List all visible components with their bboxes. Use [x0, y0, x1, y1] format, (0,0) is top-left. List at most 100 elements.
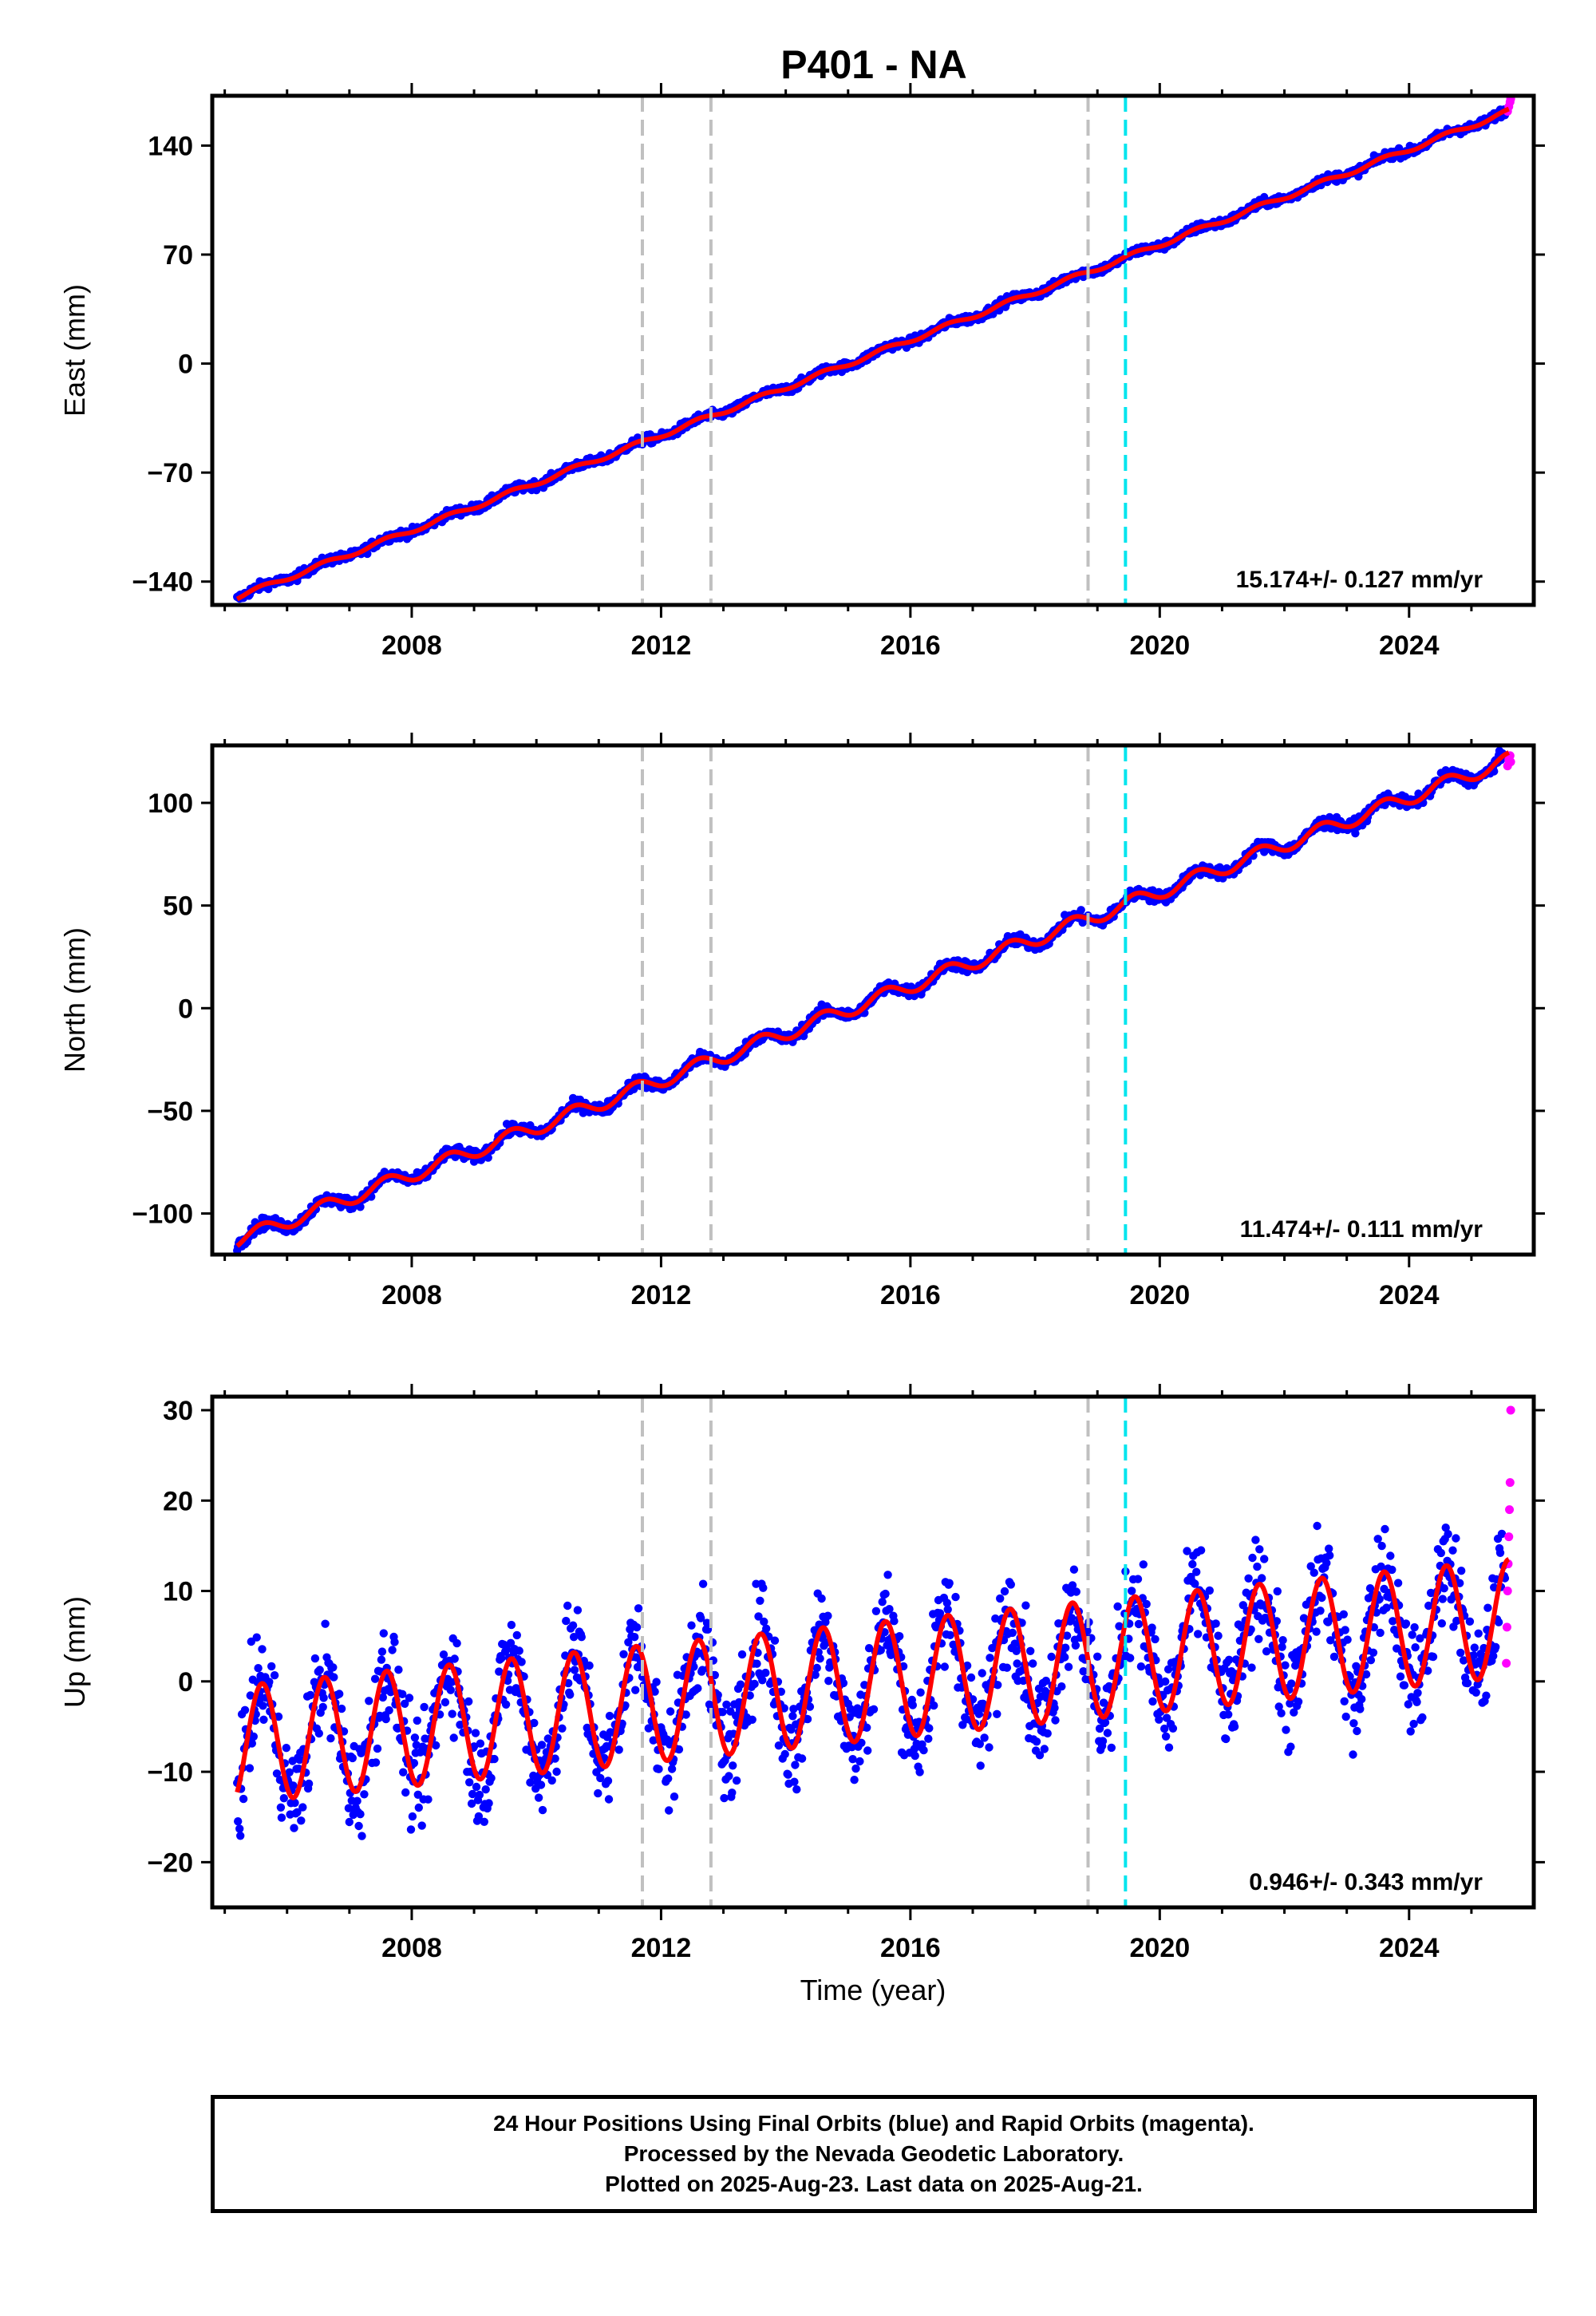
data-point [1069, 1565, 1079, 1574]
data-point [1400, 1681, 1409, 1690]
data-point [698, 1579, 708, 1588]
up-plot-area [233, 1397, 1515, 1907]
data-point [353, 1796, 361, 1805]
data-point [1051, 1716, 1060, 1725]
data-point [1196, 1546, 1206, 1555]
data-point [720, 1793, 729, 1803]
data-point [259, 1715, 268, 1724]
y-tick-label: −140 [132, 567, 193, 598]
data-point [1061, 1643, 1070, 1652]
data-point [1128, 1587, 1136, 1595]
data-point [594, 1788, 602, 1798]
data-point [1161, 1677, 1170, 1686]
data-point [1381, 1524, 1389, 1534]
data-point [370, 1674, 380, 1683]
data-point [1254, 1634, 1263, 1643]
data-point [1000, 1587, 1009, 1596]
data-point [1393, 1579, 1403, 1587]
data-point [234, 1817, 243, 1826]
data-point [966, 1673, 976, 1682]
data-point [304, 1779, 314, 1788]
data-point [314, 1729, 323, 1738]
data-point [446, 1686, 455, 1694]
x-tick-label: 2016 [880, 1280, 941, 1310]
data-point [1313, 1521, 1321, 1531]
data-point [762, 1624, 771, 1633]
data-point [1376, 1628, 1385, 1638]
x-tick-label: 2024 [1379, 630, 1440, 661]
data-point [634, 1604, 643, 1613]
data-point [289, 1781, 298, 1790]
data-point [585, 1661, 594, 1670]
data-point [277, 1813, 286, 1822]
data-point [630, 1633, 639, 1642]
data-point [1418, 1713, 1427, 1722]
data-point [1013, 1659, 1021, 1668]
data-point [756, 1596, 764, 1606]
data-point [753, 1659, 761, 1668]
data-point [414, 1803, 423, 1812]
data-point [371, 1758, 381, 1767]
data-point [644, 1724, 653, 1733]
data-point [1322, 1559, 1331, 1567]
data-point [1188, 1559, 1197, 1569]
data-point [1396, 1672, 1405, 1681]
data-point [1452, 1534, 1460, 1543]
y-tick-label: 50 [163, 891, 193, 922]
data-point [448, 1709, 456, 1718]
x-tick-label: 2008 [381, 630, 442, 661]
data-point [1107, 1743, 1116, 1753]
data-point [1155, 1715, 1163, 1724]
east-model-line [235, 106, 1511, 602]
data-point [978, 1669, 986, 1678]
data-point [450, 1654, 459, 1663]
data-point [996, 1594, 1005, 1603]
data-point [993, 1709, 1001, 1718]
data-point [1277, 1709, 1286, 1717]
data-point [1260, 1555, 1269, 1563]
data-point [282, 1744, 290, 1753]
data-point [537, 1741, 547, 1749]
data-point [235, 1824, 244, 1833]
data-point [850, 1776, 859, 1784]
data-point [408, 1812, 417, 1821]
data-point [1343, 1635, 1352, 1644]
data-point [1047, 1652, 1056, 1662]
data-point [330, 1673, 338, 1682]
rapid-point [1506, 757, 1515, 767]
data-point [440, 1697, 450, 1707]
data-point [484, 1153, 492, 1162]
data-point [290, 1824, 298, 1832]
data-point [1353, 1726, 1361, 1736]
data-point [1341, 1712, 1350, 1721]
data-point [501, 1700, 511, 1709]
data-point [605, 1711, 614, 1721]
data-point [1294, 1697, 1303, 1706]
data-point [245, 1764, 255, 1773]
data-point [417, 1821, 426, 1830]
data-point [797, 1754, 807, 1763]
data-point [345, 1817, 354, 1827]
data-point [1286, 1742, 1295, 1751]
data-point [1133, 1575, 1143, 1583]
data-point [1253, 1562, 1262, 1571]
data-point [980, 1733, 989, 1742]
data-point [1103, 1729, 1112, 1737]
data-point [413, 1716, 421, 1725]
data-point [399, 1768, 408, 1777]
data-point [515, 1646, 523, 1655]
y-tick-label: 100 [148, 788, 193, 819]
data-point [1356, 1705, 1365, 1713]
x-tick-label: 2024 [1379, 1280, 1440, 1310]
north-y-axis-label: North (mm) [58, 927, 91, 1073]
data-point [1077, 906, 1085, 915]
data-point [1224, 1710, 1233, 1719]
east-velocity-label: 15.174+/- 0.127 mm/yr [1236, 567, 1483, 593]
data-point [1341, 1626, 1349, 1634]
data-point [632, 1622, 642, 1632]
data-point [348, 1753, 357, 1763]
data-point [1134, 1619, 1144, 1629]
data-point [566, 1690, 575, 1699]
data-point [1339, 1610, 1349, 1619]
data-point [1205, 1586, 1215, 1595]
